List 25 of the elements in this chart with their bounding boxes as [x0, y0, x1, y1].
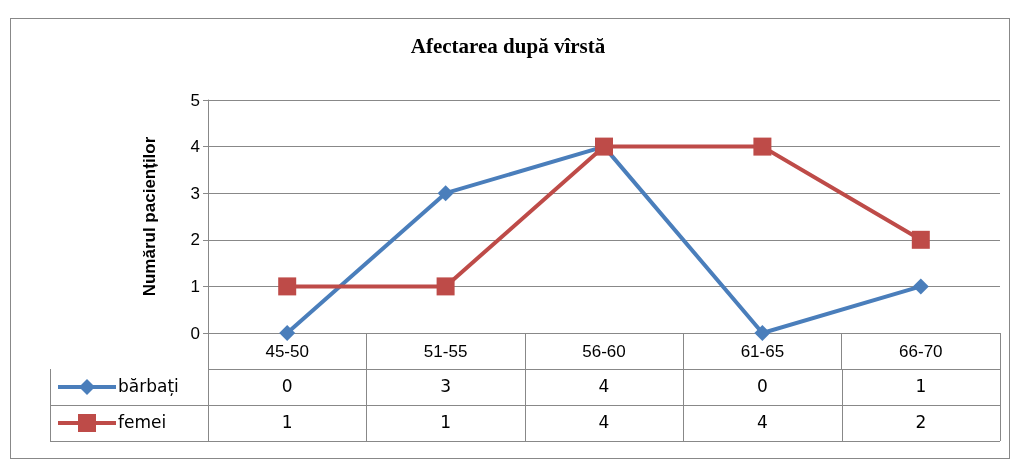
- x-tick-label: 66-70: [899, 342, 943, 361]
- data-label: 1: [914, 375, 928, 398]
- x-tick-label: 45-50: [265, 342, 309, 361]
- y-tick-label: 4: [190, 137, 200, 157]
- data-label: 4: [755, 411, 769, 434]
- data-label: 1: [439, 411, 452, 434]
- y-tick-label: 5: [190, 90, 200, 110]
- data-label: 3: [439, 375, 452, 398]
- chart-title: Afectarea după vîrstă: [410, 33, 606, 58]
- x-tick-label: 61-65: [740, 342, 785, 361]
- y-tick-label: 1: [190, 276, 200, 296]
- y-axis-title: Numărul pacienților: [140, 136, 159, 297]
- legend-label: bărbați: [118, 375, 179, 398]
- data-label: 0: [755, 375, 769, 398]
- x-tick-label: 56-60: [582, 342, 626, 361]
- y-tick-label: 0: [190, 323, 200, 343]
- legend-label: femei: [118, 411, 167, 434]
- data-label: 2: [914, 411, 928, 434]
- data-label: 4: [597, 375, 611, 398]
- data-label: 0: [280, 375, 294, 398]
- y-tick-label: 3: [190, 183, 200, 203]
- data-label: 4: [597, 411, 611, 434]
- x-tick-label: 51-55: [423, 342, 468, 361]
- y-tick-label: 2: [190, 230, 200, 250]
- data-label: 1: [280, 411, 294, 434]
